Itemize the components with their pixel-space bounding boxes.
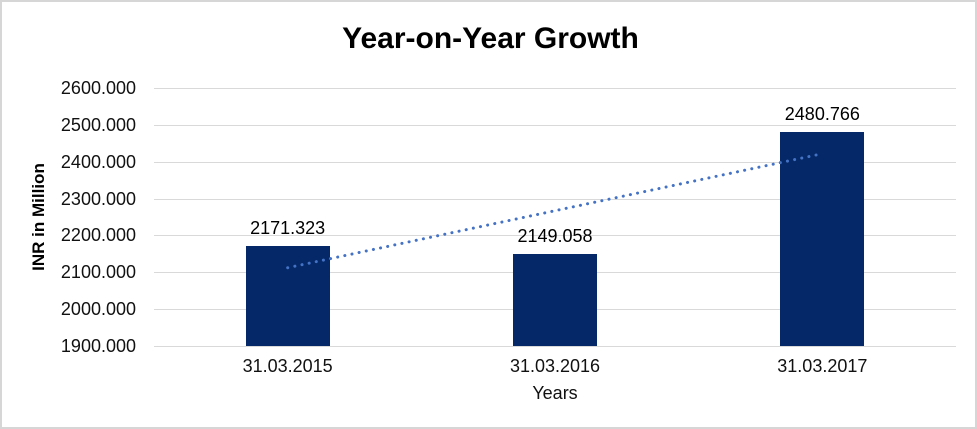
bar-31.03.2016: [513, 254, 597, 346]
gridline: [154, 161, 956, 163]
x-tick-label: 31.03.2015: [242, 356, 333, 376]
gridline: [154, 346, 956, 347]
gridline: [154, 124, 956, 126]
data-label: 2480.766: [784, 103, 860, 124]
y-tick-label: 2100.000: [60, 262, 136, 283]
gridline: [154, 235, 956, 237]
y-tick-label: 1900.000: [60, 336, 136, 356]
x-axis-title: Years: [532, 383, 578, 403]
y-tick-label: 2600.000: [60, 78, 136, 98]
gridline: [154, 88, 956, 89]
trendline: [286, 152, 824, 270]
y-tick-label: 2400.000: [60, 151, 136, 172]
y-tick-label: 2200.000: [60, 225, 136, 246]
x-tick-label: 31.03.2017: [777, 356, 868, 376]
chart-title: Year-on-Year Growth: [342, 22, 639, 55]
y-tick-label: 2300.000: [60, 188, 136, 209]
y-tick-label: 2500.000: [60, 114, 136, 135]
plot-area: 2171.323 2149.058 2480.766: [154, 88, 956, 347]
data-label: 2149.058: [517, 226, 593, 247]
gridline: [154, 198, 956, 200]
y-tick-label: 2000.000: [60, 299, 136, 320]
x-tick-label: 31.03.2016: [509, 356, 601, 376]
data-label: 2171.323: [250, 217, 326, 238]
bar-31.03.2017: [780, 131, 865, 346]
